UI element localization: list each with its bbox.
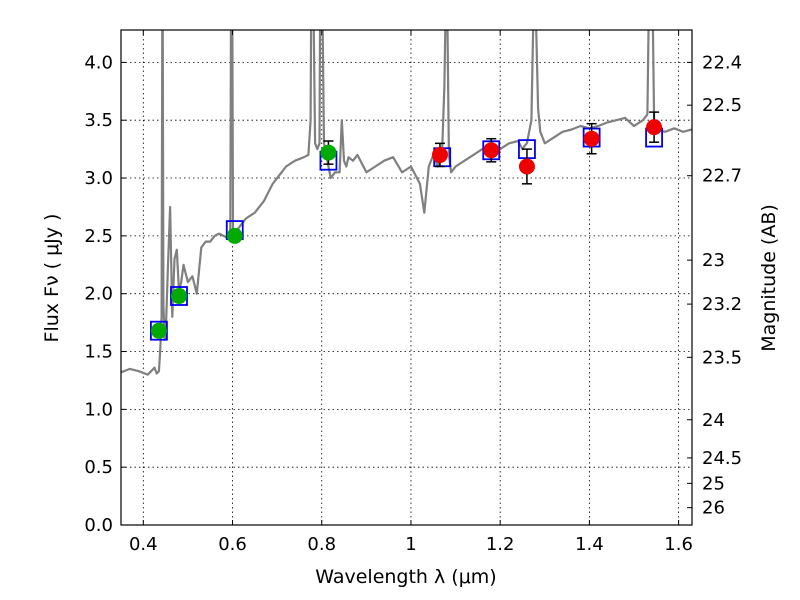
right-tick-label: 24.5 — [702, 448, 742, 469]
x-tick-label: 0.8 — [307, 534, 336, 555]
right-tick-label: 22.7 — [702, 166, 742, 187]
green-photometry-point — [226, 227, 243, 244]
x-tick-label: 1 — [405, 534, 416, 555]
red-photometry-point — [583, 130, 600, 147]
x-tick-label: 1.2 — [486, 534, 515, 555]
x-tick-label: 1.6 — [664, 534, 693, 555]
y-tick-label: 1.5 — [84, 342, 113, 363]
right-tick-label: 22.4 — [702, 52, 742, 73]
right-axis-title: Magnitude (AB) — [758, 204, 780, 352]
grid — [121, 30, 692, 526]
right-tick-label: 24 — [702, 410, 725, 431]
y-tick-label: 4.0 — [84, 52, 113, 73]
right-tick-label: 22.5 — [702, 95, 742, 116]
y-axis-title: Flux Fν ( μJy ) — [41, 214, 63, 343]
green-photometry-point — [150, 322, 167, 339]
x-axis-title: Wavelength λ (μm) — [315, 566, 496, 588]
y-tick-label: 1.0 — [84, 399, 113, 420]
right-tick-label: 23.5 — [702, 347, 742, 368]
red-photometry-point — [483, 142, 500, 159]
ticks: 0.4 0.6 0.8 1 1.2 1.4 1.6 0.0 0.5 1.0 1.5 2.0 2.5 3.0… — [84, 30, 742, 555]
right-tick-label: 23 — [702, 250, 725, 271]
spectrum-line — [121, 30, 692, 376]
markers — [150, 111, 663, 341]
y-tick-label: 2.0 — [84, 284, 113, 305]
green-photometry-point — [170, 288, 187, 305]
green-photometry-point — [320, 144, 337, 161]
x-tick-label: 0.4 — [129, 534, 158, 555]
red-photometry-point — [646, 119, 663, 136]
plot-frame — [120, 29, 693, 526]
y-tick-label: 0.0 — [84, 515, 113, 536]
x-tick-label: 1.4 — [575, 534, 604, 555]
plot-area — [121, 30, 692, 376]
y-tick-label: 3.0 — [84, 168, 113, 189]
red-photometry-point — [518, 158, 535, 175]
y-tick-label: 3.5 — [84, 110, 113, 131]
x-tick-label: 0.6 — [218, 534, 247, 555]
right-tick-label: 25 — [702, 473, 725, 494]
y-tick-label: 0.5 — [84, 457, 113, 478]
y-tick-label: 2.5 — [84, 226, 113, 247]
right-tick-label: 23.2 — [702, 294, 742, 315]
red-photometry-point — [431, 146, 448, 163]
right-tick-label: 26 — [702, 498, 725, 519]
